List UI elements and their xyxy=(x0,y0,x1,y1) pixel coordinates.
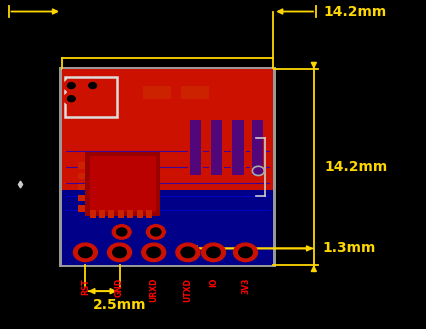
Bar xyxy=(89,156,155,212)
Bar xyxy=(127,210,133,218)
Circle shape xyxy=(141,243,165,262)
Circle shape xyxy=(63,80,79,91)
Bar xyxy=(209,118,224,177)
Text: GND: GND xyxy=(115,278,124,297)
Circle shape xyxy=(63,93,79,105)
Bar xyxy=(230,118,245,177)
Text: 14.2mm: 14.2mm xyxy=(323,5,386,18)
Bar xyxy=(78,194,85,201)
Bar xyxy=(143,86,170,99)
Bar xyxy=(189,120,201,175)
Text: UTXD: UTXD xyxy=(183,278,192,302)
Bar xyxy=(146,210,152,218)
Text: 3V3: 3V3 xyxy=(240,278,250,294)
Text: 14.2mm: 14.2mm xyxy=(324,160,387,174)
Text: 2.5mm: 2.5mm xyxy=(92,298,146,312)
Circle shape xyxy=(238,247,252,258)
Bar xyxy=(108,210,114,218)
Text: IO: IO xyxy=(208,278,218,287)
Circle shape xyxy=(147,247,160,258)
Circle shape xyxy=(67,83,75,89)
Circle shape xyxy=(201,243,225,262)
Text: 1.3mm: 1.3mm xyxy=(322,241,375,255)
Bar xyxy=(136,210,142,218)
Circle shape xyxy=(233,243,257,262)
Circle shape xyxy=(234,84,247,94)
Bar xyxy=(85,152,160,216)
Circle shape xyxy=(112,247,126,258)
Bar xyxy=(78,162,85,168)
Bar xyxy=(89,210,95,218)
Bar xyxy=(62,69,273,265)
Circle shape xyxy=(73,243,97,262)
Bar xyxy=(251,120,262,175)
Circle shape xyxy=(112,225,131,239)
Bar xyxy=(187,118,202,177)
Circle shape xyxy=(85,80,100,91)
Bar xyxy=(62,69,273,190)
Circle shape xyxy=(146,225,165,239)
Bar xyxy=(118,210,124,218)
Text: URXD: URXD xyxy=(149,278,158,302)
Circle shape xyxy=(181,247,194,258)
Circle shape xyxy=(116,228,127,236)
Circle shape xyxy=(176,243,199,262)
Bar xyxy=(78,184,85,190)
Bar xyxy=(232,120,243,175)
Circle shape xyxy=(150,228,161,236)
Bar xyxy=(181,86,209,99)
Text: RST: RST xyxy=(81,278,90,295)
Bar xyxy=(78,205,85,212)
Circle shape xyxy=(78,247,92,258)
Circle shape xyxy=(67,96,75,102)
Bar xyxy=(99,210,105,218)
Bar xyxy=(78,173,85,179)
Bar xyxy=(210,120,222,175)
Bar xyxy=(249,118,264,177)
Circle shape xyxy=(107,243,131,262)
Circle shape xyxy=(206,247,220,258)
Bar xyxy=(65,77,116,117)
Bar xyxy=(59,67,276,267)
Circle shape xyxy=(89,83,96,89)
